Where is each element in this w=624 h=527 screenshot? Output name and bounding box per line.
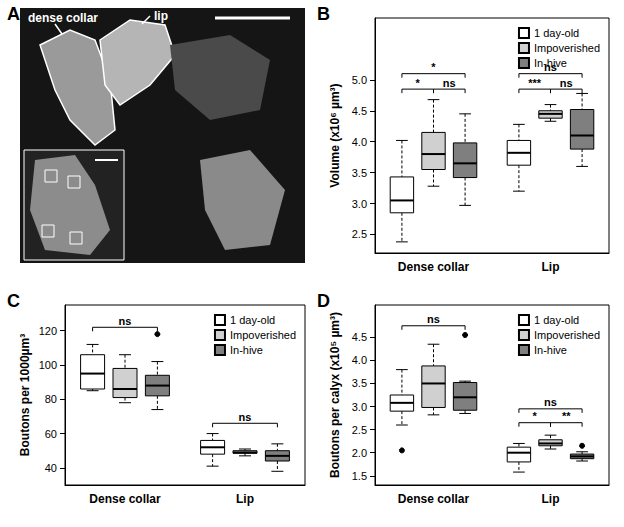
svg-text:1 day-old: 1 day-old: [534, 27, 579, 39]
svg-text:Impoverished: Impoverished: [534, 42, 600, 54]
svg-text:In-hive: In-hive: [230, 344, 263, 356]
svg-text:4.5: 4.5: [352, 105, 367, 117]
svg-text:ns: ns: [544, 396, 557, 408]
svg-text:1.5: 1.5: [352, 470, 367, 482]
svg-text:ns: ns: [427, 313, 440, 325]
svg-text:2.5: 2.5: [352, 424, 367, 436]
svg-text:*: *: [416, 77, 421, 89]
svg-text:Dense collar: Dense collar: [398, 492, 470, 506]
svg-text:Volume (x10⁶ µm³): Volume (x10⁶ µm³): [328, 83, 342, 187]
svg-text:Impoverished: Impoverished: [230, 329, 296, 341]
svg-text:Boutons per calyx (x10⁵ µm³): Boutons per calyx (x10⁵ µm³): [328, 312, 342, 478]
svg-text:40: 40: [45, 462, 57, 474]
svg-text:B: B: [317, 4, 330, 24]
svg-text:3.0: 3.0: [352, 198, 367, 210]
svg-text:3.5: 3.5: [352, 377, 367, 389]
svg-text:ns: ns: [119, 315, 132, 327]
svg-text:dense collar: dense collar: [28, 11, 98, 25]
svg-text:In-hive: In-hive: [534, 57, 567, 69]
svg-text:ns: ns: [239, 411, 252, 423]
svg-text:Dense collar: Dense collar: [398, 260, 470, 274]
svg-text:lip: lip: [154, 9, 168, 23]
svg-text:Dense collar: Dense collar: [89, 492, 161, 506]
svg-text:4.0: 4.0: [352, 354, 367, 366]
svg-text:Impoverished: Impoverished: [534, 329, 600, 341]
svg-text:100: 100: [39, 359, 57, 371]
svg-text:5.0: 5.0: [352, 74, 367, 86]
svg-text:**: **: [562, 410, 571, 422]
svg-text:Boutons per 1000µm³: Boutons per 1000µm³: [18, 334, 32, 456]
svg-text:C: C: [7, 291, 20, 311]
svg-text:ns: ns: [443, 77, 456, 89]
svg-text:Lip: Lip: [542, 492, 560, 506]
svg-text:3.0: 3.0: [352, 401, 367, 413]
svg-text:60: 60: [45, 428, 57, 440]
svg-text:1 day-old: 1 day-old: [230, 314, 275, 326]
svg-text:4.0: 4.0: [352, 136, 367, 148]
svg-text:*: *: [533, 410, 538, 422]
svg-text:D: D: [317, 291, 330, 311]
svg-text:120: 120: [39, 325, 57, 337]
svg-text:*: *: [431, 61, 436, 73]
svg-text:A: A: [7, 4, 20, 24]
svg-text:2.5: 2.5: [352, 228, 367, 240]
svg-text:In-hive: In-hive: [534, 344, 567, 356]
svg-text:***: ***: [528, 77, 542, 89]
svg-text:Lip: Lip: [542, 260, 560, 274]
svg-text:4.5: 4.5: [352, 331, 367, 343]
svg-text:3.5: 3.5: [352, 167, 367, 179]
svg-text:Lip: Lip: [236, 492, 254, 506]
svg-text:2.0: 2.0: [352, 447, 367, 459]
svg-text:1 day-old: 1 day-old: [534, 314, 579, 326]
svg-text:ns: ns: [560, 77, 573, 89]
svg-text:80: 80: [45, 393, 57, 405]
